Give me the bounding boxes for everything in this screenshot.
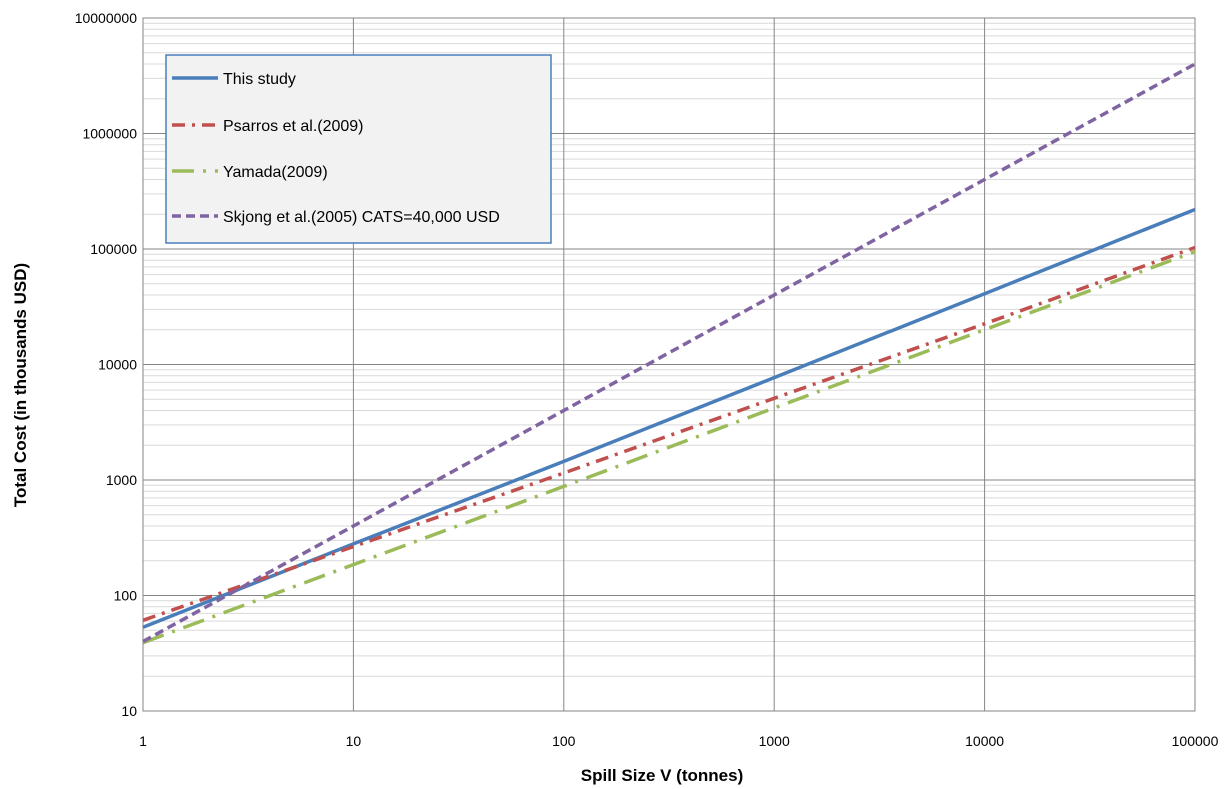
y-tick-label: 10 [121, 703, 137, 719]
legend-label: Yamada(2009) [223, 164, 328, 181]
y-tick-label: 100000 [90, 241, 137, 257]
tick-labels: 1 10 100 1000 10000 1000001010010001000010000… [75, 10, 1219, 749]
series-lines [142, 62, 1196, 645]
legend-label: Skjong et al.(2005) CATS=40,000 USD [223, 209, 500, 226]
x-tick-label: 100 [552, 733, 576, 749]
plot-border [142, 17, 1196, 712]
legend-label: This study [223, 71, 296, 88]
series-line [142, 62, 1196, 644]
legend-label: Psarros et al.(2009) [223, 118, 364, 135]
legend: This study Psarros et al.(2009) Yamada(200… [165, 54, 552, 244]
y-axis-title: Total Cost (in thousands USD) [11, 263, 30, 507]
y-tick-label: 10000 [98, 357, 137, 373]
series-line [142, 245, 1196, 622]
legend-box [165, 54, 552, 244]
y-tick-label: 1000000 [82, 126, 137, 142]
series-line [142, 249, 1196, 645]
x-tick-label: 1 [139, 733, 147, 749]
y-tick-label: 1000 [106, 472, 137, 488]
x-tick-label: 1000 [759, 733, 790, 749]
x-tick-label: 100000 [1172, 733, 1219, 749]
x-tick-label: 10000 [965, 733, 1004, 749]
x-tick-label: 10 [346, 733, 362, 749]
y-tick-label: 100 [114, 588, 138, 604]
y-tick-label: 10000000 [75, 10, 138, 26]
x-axis-title: Spill Size V (tonnes) [581, 766, 743, 785]
